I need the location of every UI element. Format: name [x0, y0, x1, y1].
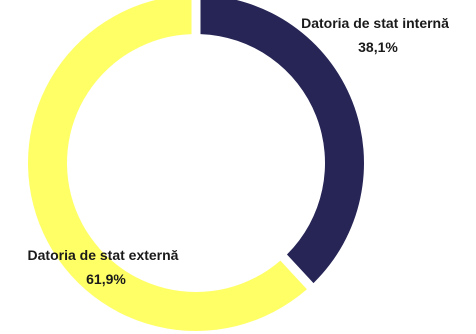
label-internal-group: Datoria de stat internă 38,1% — [301, 15, 449, 55]
slice-label-internal-value: 38,1% — [358, 39, 398, 55]
slice-label-internal-name: Datoria de stat internă — [301, 15, 449, 31]
slice-external-debt — [28, 0, 307, 331]
donut-slices — [28, 0, 364, 331]
slice-label-external-name: Datoria de stat externă — [28, 247, 179, 263]
slice-internal-debt — [200, 0, 364, 284]
label-external-group: Datoria de stat externă 61,9% — [28, 247, 179, 287]
slice-label-external-value: 61,9% — [86, 271, 126, 287]
